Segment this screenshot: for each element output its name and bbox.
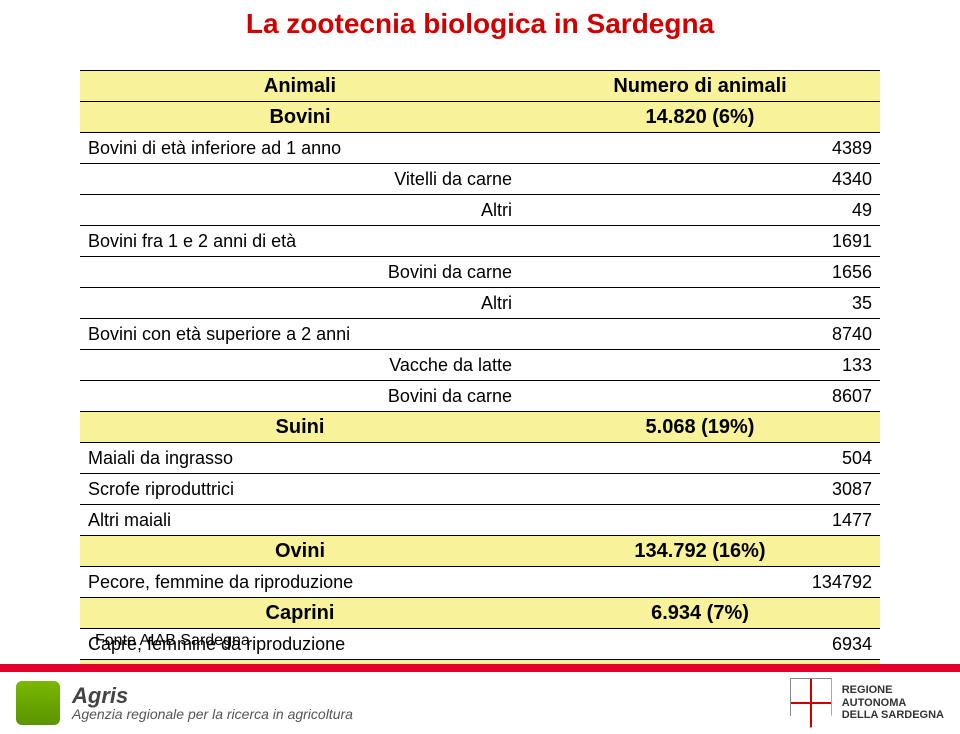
page-title: La zootecnia biologica in Sardegna: [0, 8, 960, 40]
row-label: Maiali da ingrasso: [80, 443, 520, 474]
table-row: Maiali da ingrasso504: [80, 443, 880, 474]
row-value: 14.820 (6%): [520, 102, 880, 133]
footer-right: REGIONE AUTONOMA DELLA SARDEGNA: [790, 678, 944, 728]
page: La zootecnia biologica in Sardegna Anima…: [0, 0, 960, 734]
table-row: Bovini14.820 (6%): [80, 102, 880, 133]
data-table: AnimaliNumero di animaliBovini14.820 (6%…: [80, 70, 880, 691]
sardegna-crest-icon: [790, 678, 832, 728]
row-value: 134792: [520, 567, 880, 598]
row-label: Ovini: [80, 536, 520, 567]
row-value: 1477: [520, 505, 880, 536]
agris-name: Agris: [72, 684, 353, 707]
row-label: Vitelli da carne: [80, 164, 520, 195]
sardegna-text: REGIONE AUTONOMA DELLA SARDEGNA: [842, 684, 944, 722]
table-row: Vacche da latte133: [80, 350, 880, 381]
row-value: 49: [520, 195, 880, 226]
row-label: Bovini di età inferiore ad 1 anno: [80, 133, 520, 164]
row-label: Bovini da carne: [80, 257, 520, 288]
table-row: Ovini134.792 (16%): [80, 536, 880, 567]
table-row: Caprini6.934 (7%): [80, 598, 880, 629]
table-row: Bovini fra 1 e 2 anni di età1691: [80, 226, 880, 257]
col-header-value: Numero di animali: [520, 71, 880, 102]
row-value: 4340: [520, 164, 880, 195]
row-label: Vacche da latte: [80, 350, 520, 381]
row-label: Altri: [80, 195, 520, 226]
table-row: Bovini di età inferiore ad 1 anno4389: [80, 133, 880, 164]
row-value: 4389: [520, 133, 880, 164]
row-value: 134.792 (16%): [520, 536, 880, 567]
agris-text: Agris Agenzia regionale per la ricerca i…: [72, 684, 353, 722]
footer-stripe: [0, 664, 960, 672]
table-row: Bovini da carne8607: [80, 381, 880, 412]
table-row: Bovini da carne1656: [80, 257, 880, 288]
row-label: Scrofe riproduttrici: [80, 474, 520, 505]
table-row: Pecore, femmine da riproduzione134792: [80, 567, 880, 598]
table-row: Vitelli da carne4340: [80, 164, 880, 195]
row-value: 133: [520, 350, 880, 381]
table-row: Altri49: [80, 195, 880, 226]
row-value: 5.068 (19%): [520, 412, 880, 443]
footer-body: Agris Agenzia regionale per la ricerca i…: [0, 672, 960, 734]
row-label: Altri: [80, 288, 520, 319]
agris-logo-icon: [16, 681, 60, 725]
row-label: Caprini: [80, 598, 520, 629]
row-value: 1656: [520, 257, 880, 288]
footer: Agris Agenzia regionale per la ricerca i…: [0, 664, 960, 734]
row-label: Bovini da carne: [80, 381, 520, 412]
row-label: Bovini con età superiore a 2 anni: [80, 319, 520, 350]
table-row: Suini5.068 (19%): [80, 412, 880, 443]
row-value: 8740: [520, 319, 880, 350]
row-value: 35: [520, 288, 880, 319]
table-header-row: AnimaliNumero di animali: [80, 71, 880, 102]
row-value: 6.934 (7%): [520, 598, 880, 629]
row-value: 1691: [520, 226, 880, 257]
row-value: 3087: [520, 474, 880, 505]
ras-line1: REGIONE: [842, 684, 944, 697]
source-note: Fonte AIAB Sardegna: [95, 632, 250, 650]
row-label: Suini: [80, 412, 520, 443]
row-value: 504: [520, 443, 880, 474]
table-row: Altri maiali1477: [80, 505, 880, 536]
table-row: Altri35: [80, 288, 880, 319]
col-header-label: Animali: [80, 71, 520, 102]
agris-subtitle: Agenzia regionale per la ricerca in agri…: [72, 707, 353, 722]
footer-left: Agris Agenzia regionale per la ricerca i…: [16, 681, 353, 725]
ras-line2: AUTONOMA: [842, 697, 944, 710]
row-value: 8607: [520, 381, 880, 412]
row-label: Bovini fra 1 e 2 anni di età: [80, 226, 520, 257]
row-label: Pecore, femmine da riproduzione: [80, 567, 520, 598]
row-label: Bovini: [80, 102, 520, 133]
ras-line3: DELLA SARDEGNA: [842, 709, 944, 722]
table-row: Scrofe riproduttrici3087: [80, 474, 880, 505]
row-value: 6934: [520, 629, 880, 660]
table-row: Bovini con età superiore a 2 anni8740: [80, 319, 880, 350]
row-label: Altri maiali: [80, 505, 520, 536]
